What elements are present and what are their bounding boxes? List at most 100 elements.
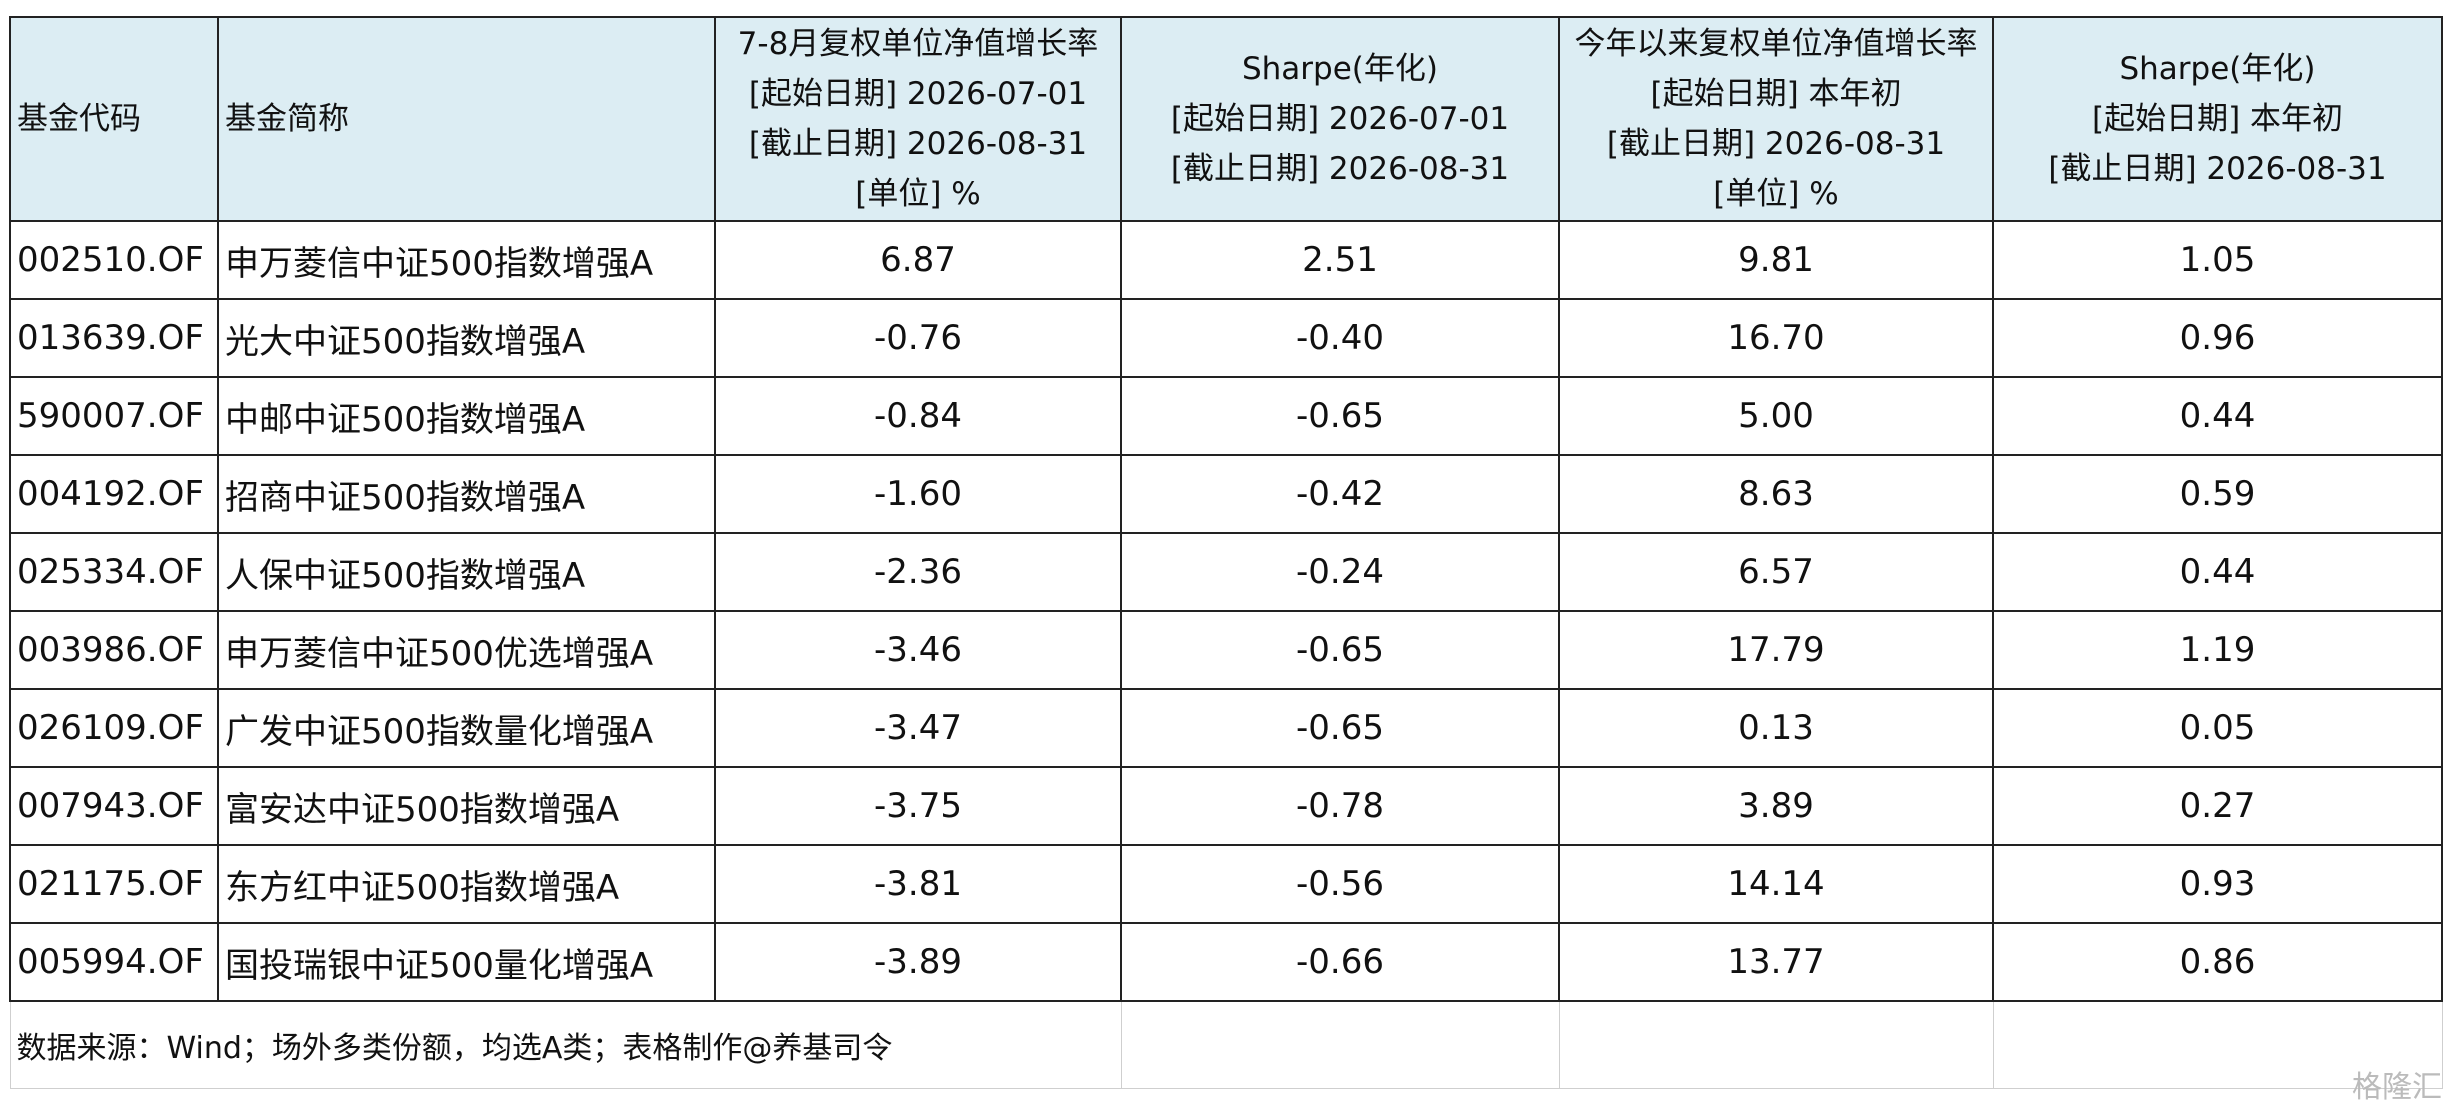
value-cell: 2.51: [1120, 220, 1560, 300]
value-cell: 0.96: [1992, 298, 2443, 378]
value-cell: 1.19: [1992, 610, 2443, 690]
value-cell: -3.89: [714, 922, 1122, 1002]
header-line: [截止日期] 2026-08-31: [748, 126, 1088, 162]
header-line: 基金代码: [17, 101, 141, 137]
value-cell: -0.65: [1120, 376, 1560, 456]
value-cell: -0.65: [1120, 610, 1560, 690]
fund-code: 590007.OF: [9, 376, 219, 456]
value-cell: -0.84: [714, 376, 1122, 456]
header-line: [起始日期] 本年初: [2091, 101, 2344, 137]
value-cell: -2.36: [714, 532, 1122, 612]
header-cell: 基金简称: [217, 16, 716, 222]
data-row: 026109.OF 广发中证500指数量化增强A -3.47 -0.65 0.13 0.0…: [9, 688, 2443, 768]
fund-code: 026109.OF: [9, 688, 219, 768]
value-cell: -3.75: [714, 766, 1122, 846]
value-cell: 6.57: [1558, 532, 1994, 612]
data-row: 004192.OF 招商中证500指数增强A -1.60 -0.42 8.63 0.59: [9, 454, 2443, 534]
header-cell: Sharpe(年化) [起始日期] 2026-07-01 [截止日期] 2026-0…: [1120, 16, 1560, 222]
header-line: [单位] %: [1713, 176, 1839, 212]
data-row: 025334.OF 人保中证500指数增强A -2.36 -0.24 6.57 0.44: [9, 532, 2443, 612]
fund-name: 中邮中证500指数增强A: [217, 376, 716, 456]
empty-cell: [1120, 1000, 1560, 1089]
value-cell: 13.77: [1558, 922, 1994, 1002]
value-cell: 14.14: [1558, 844, 1994, 924]
fund-code: 013639.OF: [9, 298, 219, 378]
value-cell: -0.65: [1120, 688, 1560, 768]
fund-code: 021175.OF: [9, 844, 219, 924]
value-cell: -0.40: [1120, 298, 1560, 378]
data-row: 003986.OF 申万菱信中证500优选增强A -3.46 -0.65 17.79 1.…: [9, 610, 2443, 690]
value-cell: -3.46: [714, 610, 1122, 690]
value-cell: 0.44: [1992, 376, 2443, 456]
fund-code: 003986.OF: [9, 610, 219, 690]
data-row: 021175.OF 东方红中证500指数增强A -3.81 -0.56 14.14 0.9…: [9, 844, 2443, 924]
header-line: [起始日期] 2026-07-01: [1170, 101, 1510, 137]
value-cell: 1.05: [1992, 220, 2443, 300]
data-row: 590007.OF 中邮中证500指数增强A -0.84 -0.65 5.00 0.44: [9, 376, 2443, 456]
header-line: Sharpe(年化): [1241, 51, 1438, 87]
header-cell: 今年以来复权单位净值增长率 [起始日期] 本年初 [截止日期] 2026-08-31…: [1558, 16, 1994, 222]
fund-table: 基金代码 基金简称 7-8月复权单位净值增长率 [起始日期] 2026-07-01 [截…: [9, 16, 2443, 1089]
value-cell: -0.78: [1120, 766, 1560, 846]
header-line: [截止日期] 2026-08-31: [1170, 151, 1510, 187]
data-row: 002510.OF 申万菱信中证500指数增强A 6.87 2.51 9.81 1.05: [9, 220, 2443, 300]
value-cell: -0.66: [1120, 922, 1560, 1002]
header-line: 基金简称: [225, 101, 349, 137]
header-line: [截止日期] 2026-08-31: [2048, 151, 2387, 187]
fund-code: 005994.OF: [9, 922, 219, 1002]
fund-code: 004192.OF: [9, 454, 219, 534]
value-cell: -0.42: [1120, 454, 1560, 534]
data-row: 005994.OF 国投瑞银中证500量化增强A -3.89 -0.66 13.77 0.…: [9, 922, 2443, 1002]
watermark: 格隆汇: [2352, 1070, 2442, 1105]
value-cell: 6.87: [714, 220, 1122, 300]
value-cell: -0.76: [714, 298, 1122, 378]
value-cell: -0.56: [1120, 844, 1560, 924]
value-cell: 0.05: [1992, 688, 2443, 768]
fund-name: 富安达中证500指数增强A: [217, 766, 716, 846]
footer-row: 数据来源：Wind；场外多类份额，均选A类；表格制作@养基司令: [9, 1000, 2443, 1089]
value-cell: 3.89: [1558, 766, 1994, 846]
fund-code: 007943.OF: [9, 766, 219, 846]
value-cell: 0.13: [1558, 688, 1994, 768]
header-line: [起始日期] 本年初: [1650, 76, 1902, 112]
header-cell: Sharpe(年化) [起始日期] 本年初 [截止日期] 2026-08-31: [1992, 16, 2443, 222]
value-cell: -3.81: [714, 844, 1122, 924]
fund-name: 人保中证500指数增强A: [217, 532, 716, 612]
empty-cell: [1992, 1000, 2443, 1089]
value-cell: 9.81: [1558, 220, 1994, 300]
header-row: 基金代码 基金简称 7-8月复权单位净值增长率 [起始日期] 2026-07-01 [截…: [9, 16, 2443, 222]
value-cell: -3.47: [714, 688, 1122, 768]
data-row: 007943.OF 富安达中证500指数增强A -3.75 -0.78 3.89 0.27: [9, 766, 2443, 846]
header-line: [起始日期] 2026-07-01: [748, 76, 1088, 112]
source-note: 数据来源：Wind；场外多类份额，均选A类；表格制作@养基司令: [9, 1000, 1122, 1089]
value-cell: 0.44: [1992, 532, 2443, 612]
value-cell: 8.63: [1558, 454, 1994, 534]
header-cell: 7-8月复权单位净值增长率 [起始日期] 2026-07-01 [截止日期] 202…: [714, 16, 1122, 222]
fund-name: 光大中证500指数增强A: [217, 298, 716, 378]
fund-name: 招商中证500指数增强A: [217, 454, 716, 534]
data-row: 013639.OF 光大中证500指数增强A -0.76 -0.40 16.70 0.96: [9, 298, 2443, 378]
fund-code: 002510.OF: [9, 220, 219, 300]
fund-name: 广发中证500指数量化增强A: [217, 688, 716, 768]
header-line: [单位] %: [855, 176, 981, 212]
value-cell: 16.70: [1558, 298, 1994, 378]
header-line: 今年以来复权单位净值增长率: [1574, 26, 1978, 62]
fund-name: 申万菱信中证500指数增强A: [217, 220, 716, 300]
value-cell: 0.86: [1992, 922, 2443, 1002]
value-cell: 0.27: [1992, 766, 2443, 846]
header-line: [截止日期] 2026-08-31: [1606, 126, 1946, 162]
header-line: 7-8月复权单位净值增长率: [737, 26, 1099, 62]
value-cell: 0.59: [1992, 454, 2443, 534]
header-cell: 基金代码: [9, 16, 219, 222]
value-cell: 5.00: [1558, 376, 1994, 456]
empty-cell: [1558, 1000, 1994, 1089]
fund-name: 东方红中证500指数增强A: [217, 844, 716, 924]
fund-code: 025334.OF: [9, 532, 219, 612]
value-cell: 0.93: [1992, 844, 2443, 924]
value-cell: 17.79: [1558, 610, 1994, 690]
header-line: Sharpe(年化): [2119, 51, 2316, 87]
fund-name: 国投瑞银中证500量化增强A: [217, 922, 716, 1002]
value-cell: -0.24: [1120, 532, 1560, 612]
value-cell: -1.60: [714, 454, 1122, 534]
